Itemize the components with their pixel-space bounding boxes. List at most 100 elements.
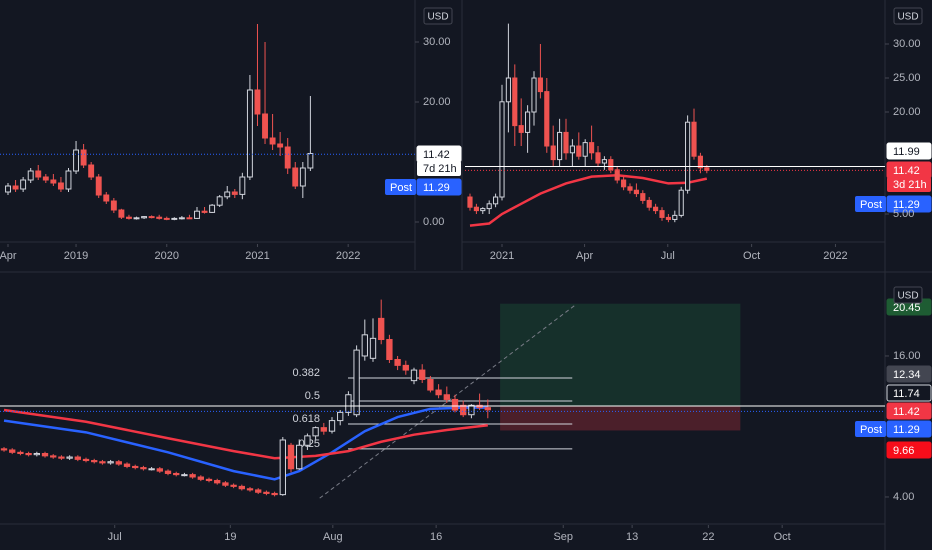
moving-average	[3, 406, 488, 481]
candle-body	[73, 149, 80, 172]
y-tick-label: 25.00	[893, 72, 921, 84]
x-tick-label: 2022	[823, 250, 847, 262]
price-label-box	[886, 384, 932, 402]
candle-body	[222, 482, 229, 486]
candle-body	[173, 472, 180, 476]
candle-body	[678, 189, 684, 216]
candle-body	[35, 170, 42, 178]
x-tick-label: 2019	[64, 250, 88, 262]
candle-body	[216, 196, 223, 206]
candle-body	[133, 217, 140, 220]
candle-body	[197, 476, 204, 480]
candle-body	[263, 491, 270, 494]
y-tick-label: 0.00	[423, 216, 444, 228]
candle-body	[427, 378, 434, 391]
price-label: 11.99	[893, 146, 920, 158]
candle-body	[194, 210, 200, 219]
candle-body	[50, 179, 57, 184]
candle-body	[110, 200, 117, 211]
x-tick-label: Apr	[0, 250, 17, 262]
candle-body	[164, 470, 172, 474]
candle-body	[25, 452, 32, 456]
candle-body	[633, 189, 639, 195]
candle-body	[627, 186, 633, 191]
x-tick-label: Apr	[576, 250, 593, 262]
fib-label: 0.5	[305, 390, 320, 402]
candle-body	[80, 149, 87, 166]
price-label-box	[886, 195, 932, 213]
price-label-box	[416, 178, 462, 196]
candle-body	[66, 456, 73, 459]
candle-body	[345, 394, 352, 413]
price-label: 9.66	[893, 445, 914, 457]
candle-body	[537, 77, 543, 93]
candle-body	[378, 317, 385, 341]
price-label-box	[886, 420, 932, 438]
y-tick-label: 4.00	[893, 491, 914, 503]
candle-body	[156, 216, 163, 219]
candle-body	[608, 159, 614, 171]
candle-body	[5, 185, 11, 193]
candle-body	[239, 176, 246, 195]
candle-body	[659, 210, 665, 218]
candle-body	[386, 339, 393, 360]
currency-box	[893, 286, 923, 304]
x-tick-label: Aug	[323, 531, 343, 543]
candle-body	[20, 179, 27, 190]
candle-body	[189, 474, 196, 478]
currency-label: USD	[897, 12, 918, 23]
currency-box	[423, 7, 453, 25]
candle-body	[451, 398, 459, 411]
price-label-box	[886, 365, 932, 383]
candle-body	[186, 217, 193, 220]
candle-body	[42, 176, 49, 181]
candle-body	[230, 484, 237, 487]
moving-average	[3, 408, 488, 460]
candle-body	[271, 492, 278, 496]
candle-body	[238, 485, 245, 490]
session-label: Post	[390, 182, 412, 194]
candle-body	[132, 465, 139, 469]
candle-body	[99, 461, 106, 464]
candle-body	[284, 146, 291, 169]
candle-body	[646, 199, 652, 208]
y-tick-label: 30.00	[893, 38, 921, 50]
candle-body	[103, 194, 110, 202]
candle-body	[460, 404, 467, 416]
candle-body	[115, 461, 122, 465]
y-tick-label: 20.00	[893, 106, 921, 118]
candle-body	[467, 196, 473, 208]
candle-body	[107, 461, 114, 464]
candle-body	[505, 77, 511, 103]
x-tick-label: 22	[702, 531, 714, 543]
candle-body	[95, 176, 102, 196]
y-tick-label: 16.00	[893, 350, 921, 362]
candle-body	[287, 444, 295, 470]
fib-label: 0.382	[292, 367, 320, 379]
candle-body	[353, 349, 360, 416]
session-box	[855, 421, 886, 437]
x-tick-label: 2021	[245, 250, 269, 262]
price-label: 12.34	[893, 369, 921, 381]
candle-body	[279, 439, 286, 496]
price-label: 11.29	[893, 424, 920, 436]
candle-body	[307, 152, 314, 169]
price-label-box	[886, 142, 932, 160]
candle-body	[473, 206, 479, 212]
x-tick-label: Jul	[108, 531, 122, 543]
candle-body	[614, 169, 620, 181]
price-label: 20.45	[893, 302, 921, 314]
candle-body	[254, 89, 261, 115]
candle-body	[171, 217, 178, 220]
candle-body	[531, 77, 537, 113]
candle-body	[394, 358, 401, 366]
candle-body	[126, 216, 132, 219]
price-label-box	[886, 402, 932, 420]
candle-body	[292, 167, 299, 187]
candle-body	[653, 206, 659, 212]
candle-body	[201, 210, 208, 213]
candle-body	[262, 113, 268, 139]
candle-body	[178, 217, 185, 220]
candle-body	[88, 164, 95, 178]
